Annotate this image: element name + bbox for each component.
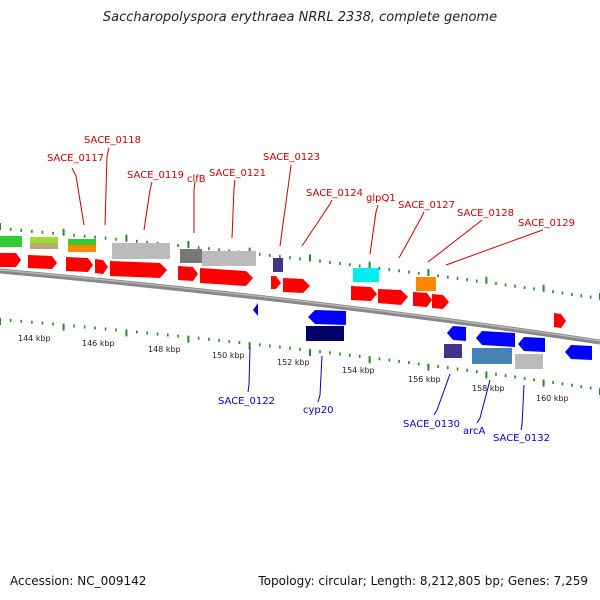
kbp-label: 158 kbp (472, 384, 505, 393)
gene-label-clfb: clfB (187, 174, 206, 185)
cds-arrow (476, 331, 515, 347)
feature-box (68, 245, 96, 252)
cds-arrow (178, 266, 198, 281)
forward-feature-row (0, 236, 436, 291)
leader-line (301, 199, 333, 247)
kbp-tick-labels: 144 kbp 146 kbp 148 kbp 150 kbp 152 kbp … (18, 334, 569, 403)
feature-box (30, 237, 58, 243)
gene-label-sace-0122: SACE_0122 (218, 396, 275, 407)
leader-line (71, 167, 85, 226)
map-title: Saccharopolyspora erythraea NRRL 2338, c… (102, 10, 498, 25)
feature-box (202, 251, 256, 266)
leader-line (427, 219, 483, 263)
feature-box (0, 236, 22, 247)
cds-arrow (28, 255, 57, 269)
cds-arrow (271, 276, 281, 289)
leader-line (231, 179, 236, 239)
cds-arrow (95, 259, 108, 274)
genome-summary-text: Topology: circular; Length: 8,212,805 bp… (258, 574, 588, 588)
leader-line (279, 164, 292, 247)
forward-cds-row (0, 253, 566, 328)
reverse-gene-labels (247, 347, 525, 431)
feature-box (416, 277, 436, 291)
gene-label-cyp20: cyp20 (303, 405, 334, 416)
cds-arrow (432, 294, 449, 309)
kbp-label: 160 kbp (536, 394, 569, 403)
feature-box (515, 354, 543, 369)
kbp-label: 152 kbp (277, 358, 310, 367)
feature-box (472, 348, 512, 364)
leader-line (143, 181, 153, 231)
feature-box (112, 243, 170, 259)
gene-label-sace-0123: SACE_0123 (263, 152, 320, 163)
forward-gene-labels (71, 147, 544, 266)
inner-tick-ring (0, 318, 600, 395)
kbp-label: 150 kbp (212, 351, 245, 360)
reverse-feature-row (306, 326, 543, 369)
feature-box (353, 268, 379, 282)
cds-arrow (351, 286, 377, 301)
leader-line (398, 211, 425, 259)
gene-label-sace-0128: SACE_0128 (457, 208, 514, 219)
feature-box (68, 239, 96, 245)
gene-label-sace-0121: SACE_0121 (209, 168, 266, 179)
cds-arrow (447, 326, 466, 341)
cds-arrow (283, 278, 310, 293)
cds-arrow (66, 257, 93, 272)
cds-arrow (378, 289, 408, 305)
feature-box (273, 258, 283, 272)
gene-label-sace-0118: SACE_0118 (84, 135, 141, 146)
gene-label-sace-0129: SACE_0129 (518, 218, 575, 229)
leader-line (445, 229, 544, 266)
cds-arrow (413, 292, 432, 307)
gene-label-glpq1: glpQ1 (366, 193, 396, 204)
cds-arrow (0, 253, 21, 267)
reverse-cds-row (253, 303, 592, 360)
leader-line (520, 384, 525, 431)
leader-line (476, 379, 491, 424)
leader-line (433, 373, 451, 416)
feature-box (180, 249, 202, 263)
kbp-label: 144 kbp (18, 334, 51, 343)
gene-label-sace-0132: SACE_0132 (493, 433, 550, 444)
gene-label-arca: arcA (463, 426, 486, 437)
kbp-label: 148 kbp (148, 345, 181, 354)
leader-line (247, 347, 251, 393)
kbp-label: 156 kbp (408, 375, 441, 384)
cds-arrow (554, 313, 566, 328)
leader-line (369, 204, 379, 255)
gene-label-sace-0124: SACE_0124 (306, 188, 363, 199)
leader-line (193, 181, 196, 233)
leader-line (104, 147, 110, 226)
cds-arrow (565, 345, 592, 360)
cds-arrow (518, 337, 545, 352)
genome-backbone (0, 268, 600, 345)
accession-text: Accession: NC_009142 (10, 574, 147, 588)
cds-arrow (253, 303, 258, 316)
cds-arrow (308, 310, 346, 325)
cds-arrow (110, 261, 167, 278)
feature-box (444, 344, 462, 358)
gene-label-sace-0119: SACE_0119 (127, 170, 184, 181)
leader-line (317, 355, 323, 403)
cds-arrow (200, 268, 253, 286)
feature-box (30, 243, 58, 249)
gene-label-sace-0127: SACE_0127 (398, 200, 455, 211)
kbp-label: 154 kbp (342, 366, 375, 375)
gene-label-sace-0130: SACE_0130 (403, 419, 460, 430)
gene-label-sace-0117: SACE_0117 (47, 153, 104, 164)
kbp-label: 146 kbp (82, 339, 115, 348)
feature-box (306, 326, 344, 341)
